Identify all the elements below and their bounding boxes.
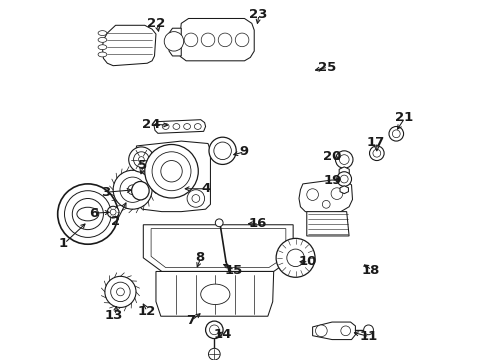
Circle shape — [164, 32, 183, 51]
Circle shape — [213, 142, 231, 159]
Circle shape — [128, 147, 154, 172]
Text: 21: 21 — [394, 111, 412, 124]
Polygon shape — [143, 225, 292, 271]
Polygon shape — [306, 212, 348, 236]
Circle shape — [208, 137, 236, 165]
Circle shape — [335, 151, 352, 168]
Ellipse shape — [183, 123, 190, 129]
Polygon shape — [154, 120, 205, 133]
Text: 7: 7 — [186, 314, 195, 327]
Circle shape — [133, 152, 149, 167]
Ellipse shape — [98, 31, 106, 36]
Polygon shape — [168, 28, 181, 56]
Text: 16: 16 — [248, 217, 267, 230]
Text: 22: 22 — [146, 17, 165, 30]
Text: 10: 10 — [298, 255, 316, 268]
Text: 1: 1 — [59, 237, 68, 250]
Circle shape — [152, 152, 191, 191]
Circle shape — [306, 189, 318, 201]
Circle shape — [201, 33, 214, 47]
Circle shape — [192, 195, 199, 202]
Circle shape — [58, 184, 118, 244]
Polygon shape — [179, 18, 254, 61]
Ellipse shape — [131, 181, 149, 200]
Polygon shape — [156, 271, 273, 316]
Polygon shape — [298, 180, 352, 214]
Text: 11: 11 — [359, 330, 377, 343]
Circle shape — [340, 326, 350, 336]
Polygon shape — [132, 141, 210, 212]
Circle shape — [235, 33, 248, 47]
Text: 23: 23 — [248, 8, 267, 21]
Text: 2: 2 — [111, 215, 120, 228]
Circle shape — [340, 175, 347, 183]
Ellipse shape — [98, 45, 106, 50]
Circle shape — [187, 190, 204, 207]
Circle shape — [127, 185, 137, 195]
Ellipse shape — [98, 52, 106, 57]
Circle shape — [104, 276, 136, 307]
Ellipse shape — [77, 207, 99, 221]
Text: 15: 15 — [224, 264, 243, 276]
Text: 24: 24 — [142, 118, 160, 131]
Polygon shape — [102, 25, 156, 66]
Ellipse shape — [162, 123, 169, 129]
Circle shape — [330, 188, 342, 199]
Circle shape — [113, 170, 152, 209]
Text: 3: 3 — [101, 186, 110, 199]
Circle shape — [184, 33, 197, 47]
Text: 5: 5 — [138, 159, 146, 172]
Circle shape — [144, 144, 198, 198]
Circle shape — [322, 201, 329, 208]
Circle shape — [215, 219, 223, 227]
Circle shape — [110, 282, 130, 302]
Ellipse shape — [194, 123, 201, 129]
Circle shape — [208, 348, 220, 360]
Text: 18: 18 — [361, 264, 379, 276]
Text: 19: 19 — [323, 174, 342, 186]
Ellipse shape — [200, 284, 229, 305]
Circle shape — [209, 325, 219, 335]
Circle shape — [388, 126, 403, 141]
Circle shape — [116, 288, 124, 296]
Circle shape — [372, 149, 380, 157]
Text: 20: 20 — [322, 150, 341, 163]
Circle shape — [369, 146, 384, 161]
Text: 13: 13 — [105, 309, 123, 322]
Circle shape — [64, 191, 111, 237]
Polygon shape — [339, 167, 348, 177]
Circle shape — [363, 325, 373, 335]
Circle shape — [391, 130, 399, 138]
Text: 6: 6 — [89, 207, 98, 220]
Text: 17: 17 — [366, 136, 384, 149]
Circle shape — [336, 172, 351, 186]
Circle shape — [120, 177, 145, 202]
Circle shape — [107, 206, 119, 218]
Ellipse shape — [173, 123, 180, 129]
Circle shape — [339, 155, 348, 165]
Circle shape — [276, 238, 314, 277]
Text: 4: 4 — [201, 182, 210, 195]
Text: 14: 14 — [213, 328, 232, 341]
Circle shape — [72, 198, 103, 230]
Polygon shape — [312, 322, 355, 339]
Polygon shape — [339, 186, 348, 194]
Circle shape — [218, 33, 231, 47]
Circle shape — [286, 249, 304, 267]
Text: 12: 12 — [137, 305, 155, 318]
Circle shape — [205, 321, 223, 339]
Circle shape — [138, 157, 144, 162]
Text: 25: 25 — [317, 60, 336, 74]
Text: 8: 8 — [195, 251, 204, 264]
Ellipse shape — [98, 37, 106, 42]
Circle shape — [161, 161, 182, 182]
Circle shape — [110, 209, 116, 215]
Text: 9: 9 — [239, 145, 247, 158]
Circle shape — [315, 325, 326, 337]
